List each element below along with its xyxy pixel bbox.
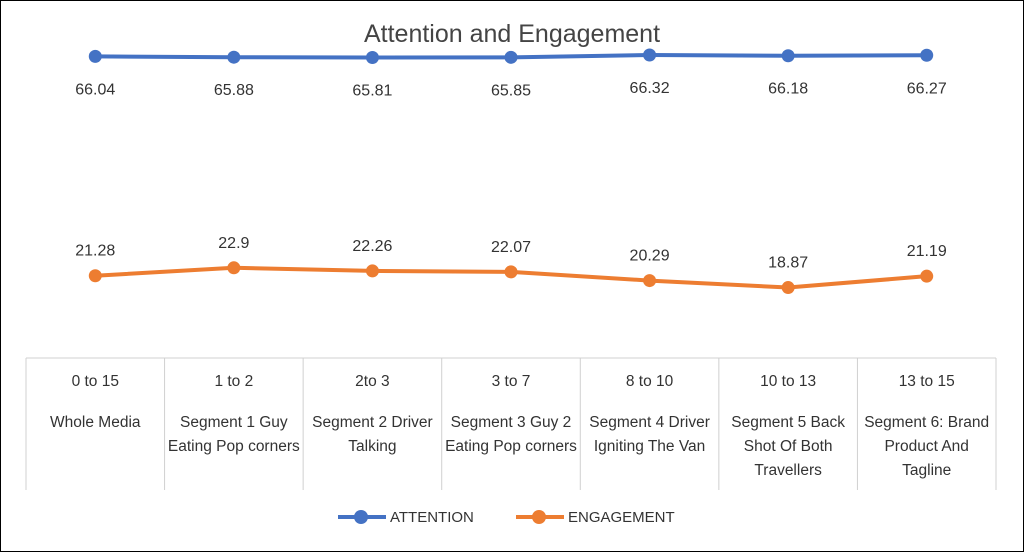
data-point-attention (920, 48, 934, 62)
category-range-label: 0 to 15 (71, 373, 119, 390)
category-range-label: 8 to 10 (625, 373, 674, 390)
category-range-label: 13 to 15 (898, 373, 955, 390)
category-name-label: Segment 4 Driver Igniting The Van (589, 414, 710, 455)
data-label-attention: 66.32 (630, 80, 670, 97)
category-cell: 2to 3 Segment 2 Driver Talking (305, 358, 440, 490)
data-point-attention (504, 50, 518, 64)
category-range-label: 10 to 13 (760, 373, 817, 390)
category-cell: 1 to 2 Segment 1 Guy Eating Pop corners (167, 358, 302, 490)
category-name-label: Segment 1 Guy Eating Pop corners (167, 414, 300, 455)
data-point-engagement (920, 269, 934, 283)
data-point-attention (227, 50, 241, 64)
data-label-attention: 65.85 (491, 82, 531, 99)
data-label-engagement: 21.28 (75, 243, 115, 260)
category-name-label: Segment 3 Guy 2 Eating Pop corners (445, 414, 577, 455)
legend-engagement: ENGAGEMENT (516, 508, 675, 526)
data-point-attention (643, 48, 657, 62)
category-name-label: Segment 5 Back Shot Of Both Travellers (731, 414, 845, 479)
category-cell: 8 to 10 Segment 4 Driver Igniting The Van (582, 358, 717, 490)
category-range-label: 2to 3 (355, 373, 390, 390)
data-point-engagement (365, 264, 379, 278)
data-label-engagement: 22.07 (491, 239, 531, 256)
category-range-label: 1 to 2 (214, 373, 254, 390)
legend-engagement-label: ENGAGEMENT (568, 508, 675, 526)
data-point-attention (365, 51, 379, 65)
legend-attention-label: ATTENTION (390, 508, 474, 526)
data-label-engagement: 22.9 (218, 235, 249, 252)
category-name-label: Segment 2 Driver Talking (312, 414, 433, 455)
data-label-engagement: 20.29 (630, 248, 670, 265)
data-point-attention (88, 49, 102, 63)
data-point-attention (781, 49, 795, 63)
category-cell: 3 to 7 Segment 3 Guy 2 Eating Pop corners (444, 358, 579, 490)
legend-engagement-marker (516, 508, 564, 526)
data-label-attention: 65.81 (352, 83, 392, 100)
data-point-engagement (781, 281, 795, 295)
category-cell: 13 to 15 Segment 6: Brand Product And Tag… (859, 358, 994, 490)
data-point-engagement (504, 265, 518, 279)
legend-attention: ATTENTION (338, 508, 474, 526)
data-label-engagement: 18.87 (768, 255, 808, 272)
data-point-engagement (643, 274, 657, 288)
data-label-engagement: 22.26 (352, 238, 392, 255)
chart-title: Attention and Engagement (363, 20, 661, 48)
legend-attention-marker (338, 508, 386, 526)
data-point-engagement (227, 261, 241, 275)
data-label-attention: 66.04 (75, 81, 115, 98)
category-name-label: Segment 6: Brand Product And Tagline (864, 414, 990, 479)
data-point-engagement (88, 269, 102, 283)
data-label-attention: 66.27 (907, 80, 947, 97)
data-label-attention: 66.18 (768, 81, 808, 98)
category-cell: 0 to 15 Whole Media (28, 358, 163, 490)
category-cell: 10 to 13 Segment 5 Back Shot Of Both Trav… (721, 358, 856, 490)
category-range-label: 3 to 7 (491, 373, 531, 390)
category-name-label: Whole Media (50, 414, 141, 431)
data-label-attention: 65.88 (214, 82, 254, 99)
data-label-engagement: 21.19 (907, 243, 947, 260)
